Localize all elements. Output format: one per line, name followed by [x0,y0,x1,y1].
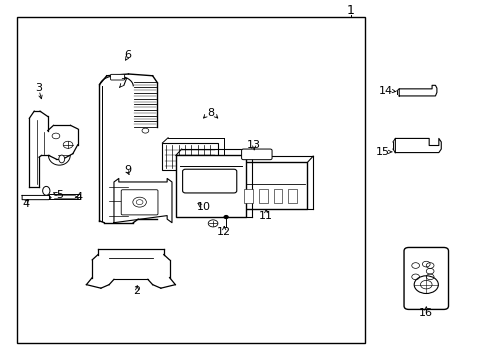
Text: 4: 4 [22,199,29,209]
Bar [239,162,307,208]
Ellipse shape [59,155,64,163]
Text: 2: 2 [133,286,141,296]
Circle shape [224,216,227,219]
Text: 12: 12 [217,226,231,237]
Text: 14: 14 [378,86,392,96]
Ellipse shape [42,186,50,195]
Text: 5: 5 [56,190,63,200]
Bar [17,17,365,343]
Bar [162,143,218,170]
Text: 10: 10 [196,202,210,212]
Bar [176,156,245,217]
Text: 7: 7 [120,78,127,88]
Text: 11: 11 [259,211,273,221]
Text: 1: 1 [346,4,354,18]
Text: 9: 9 [123,165,131,175]
FancyBboxPatch shape [121,190,158,215]
Text: 8: 8 [207,108,214,118]
FancyBboxPatch shape [241,149,271,160]
FancyBboxPatch shape [403,247,447,310]
Text: 13: 13 [246,140,261,150]
FancyBboxPatch shape [110,75,124,80]
Bar [273,189,282,203]
Text: 16: 16 [418,308,432,318]
Text: 4: 4 [76,192,82,202]
Text: 6: 6 [124,50,131,59]
Text: 15: 15 [375,147,389,157]
Bar [244,189,253,203]
Bar [259,189,267,203]
Bar [287,189,296,203]
FancyBboxPatch shape [182,169,236,193]
Text: 3: 3 [36,83,42,93]
